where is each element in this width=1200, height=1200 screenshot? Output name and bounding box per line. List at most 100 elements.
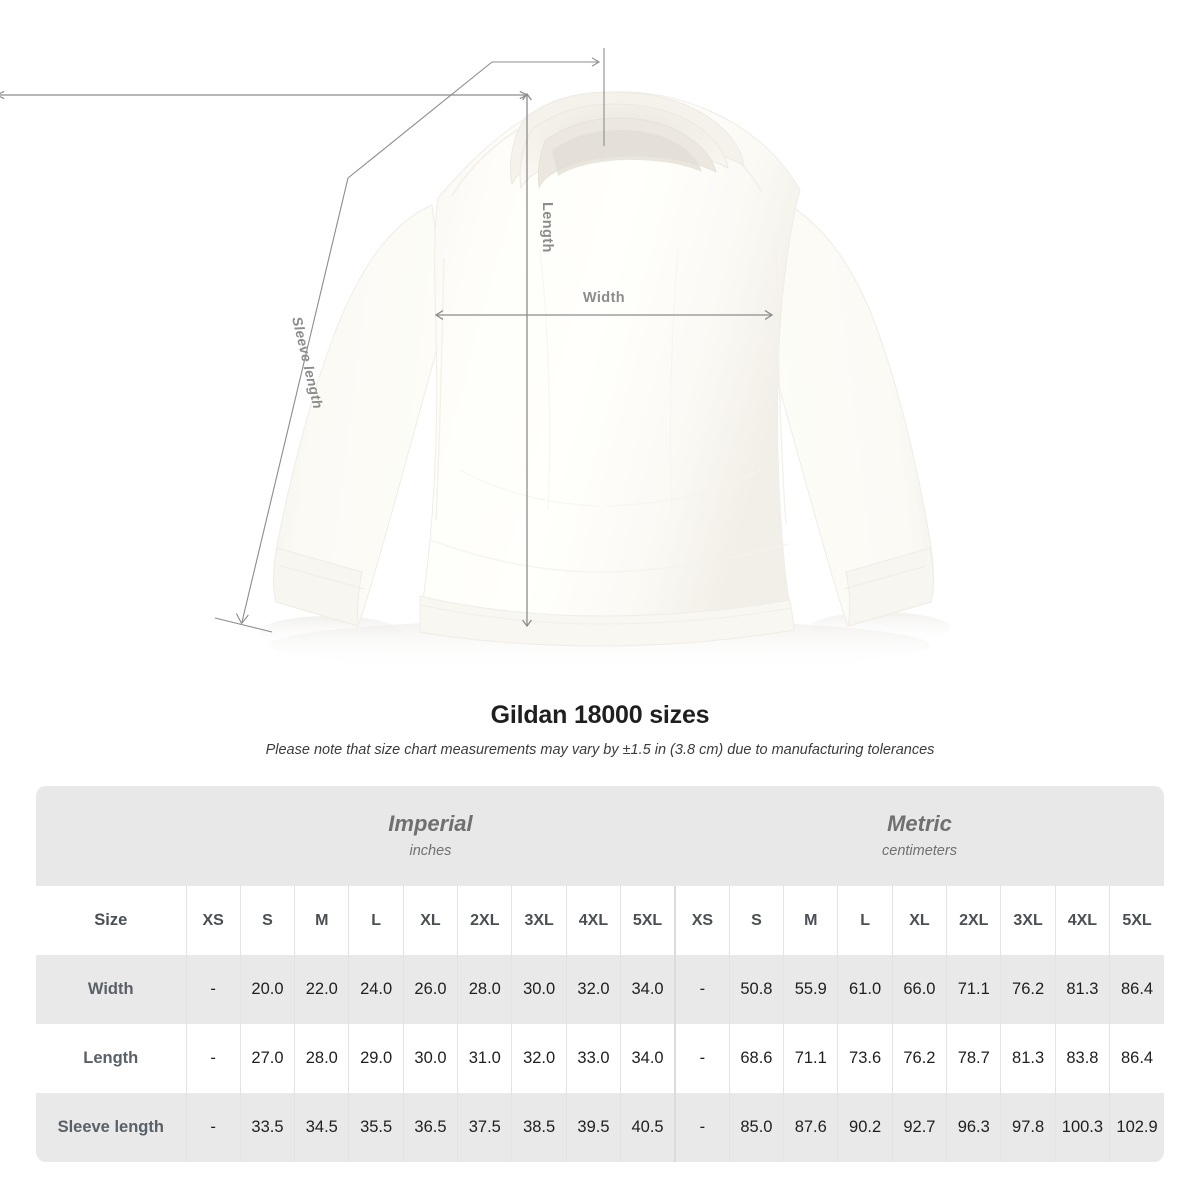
garment-illustration: Length Width Sleeve length: [0, 48, 950, 671]
table-row: Length -27.0 28.0 29.0 30.0 31.0 32.0 33.0 34.0-…: [36, 1024, 1164, 1093]
column-header-imperial-xl[interactable]: XL: [403, 886, 459, 955]
cell-length-imperial-2xl: 31.0: [457, 1024, 513, 1093]
page-title: Gildan 18000 sizes: [490, 701, 710, 729]
cell-length-metric-3xl: 81.3: [1000, 1024, 1056, 1093]
imperial-unit-name: Imperial: [388, 811, 473, 836]
cell-width-imperial-xs: -: [186, 955, 241, 1024]
column-header-metric-xs[interactable]: XS: [674, 886, 730, 955]
column-header-imperial-l[interactable]: L: [348, 886, 404, 955]
cell-width-imperial-xl: 26.0: [403, 955, 459, 1024]
size-header-row: Size XS S M L XL 2XL 3XL 4XL 5XL XS S M L XL 2XL 3XL 4XL 5…: [36, 886, 1164, 955]
unit-banner-spacer: [36, 786, 186, 886]
cell-width-metric-5xl: 86.4: [1109, 955, 1164, 1024]
cell-width-imperial-5xl: 34.0: [620, 955, 676, 1024]
table-row: Sleeve length -33.5 34.5 35.5 36.5 37.5 38.5 39…: [36, 1093, 1164, 1162]
cell-sleeve-length-imperial-xs: -: [186, 1093, 241, 1162]
cell-width-metric-m: 55.9: [783, 955, 839, 1024]
cell-sleeve-length-imperial-4xl: 39.5: [566, 1093, 622, 1162]
cell-length-imperial-xs: -: [186, 1024, 241, 1093]
column-header-metric-m[interactable]: M: [783, 886, 839, 955]
unit-banner-metric: Metric centimeters: [674, 786, 1164, 886]
table-row: Width -20.0 22.0 24.0 26.0 28.0 30.0 32.0 34.0-5…: [36, 955, 1164, 1024]
column-header-metric-xl[interactable]: XL: [892, 886, 948, 955]
imperial-unit-sub: inches: [409, 843, 452, 859]
unit-banner-imperial: Imperial inches: [186, 786, 675, 886]
cell-width-metric-l: 61.0: [837, 955, 893, 1024]
cell-sleeve-length-metric-s: 85.0: [729, 1093, 785, 1162]
shoulder-leader-lines: [347, 48, 605, 179]
title-block: Gildan 18000 sizes Please note that size…: [0, 698, 1200, 760]
cell-width-metric-4xl: 81.3: [1055, 955, 1111, 1024]
length-label: Length: [539, 202, 555, 253]
cell-width-imperial-s: 20.0: [240, 955, 296, 1024]
column-header-imperial-2xl[interactable]: 2XL: [457, 886, 513, 955]
row-label-length: Length: [36, 1024, 187, 1093]
column-header-metric-5xl[interactable]: 5XL: [1109, 886, 1164, 955]
cell-length-imperial-4xl: 33.0: [566, 1024, 622, 1093]
cell-sleeve-length-metric-2xl: 96.3: [946, 1093, 1002, 1162]
column-header-metric-3xl[interactable]: 3XL: [1000, 886, 1056, 955]
column-header-imperial-xs[interactable]: XS: [186, 886, 241, 955]
column-header-imperial-m[interactable]: M: [294, 886, 350, 955]
cell-length-imperial-xl: 30.0: [403, 1024, 459, 1093]
cell-length-imperial-3xl: 32.0: [511, 1024, 567, 1093]
cell-width-imperial-4xl: 32.0: [566, 955, 622, 1024]
cell-length-imperial-5xl: 34.0: [620, 1024, 676, 1093]
sleeve-measure-line: [214, 177, 349, 633]
cell-width-metric-xs: -: [674, 955, 730, 1024]
column-header-size: Size: [36, 886, 187, 955]
cell-width-imperial-2xl: 28.0: [457, 955, 513, 1024]
cell-width-imperial-m: 22.0: [294, 955, 350, 1024]
cell-width-metric-s: 50.8: [729, 955, 785, 1024]
cell-width-imperial-l: 24.0: [348, 955, 404, 1024]
cell-sleeve-length-metric-m: 87.6: [783, 1093, 839, 1162]
cell-sleeve-length-imperial-5xl: 40.5: [620, 1093, 676, 1162]
column-header-imperial-4xl[interactable]: 4XL: [566, 886, 622, 955]
cell-length-metric-s: 68.6: [729, 1024, 785, 1093]
unit-banner-row: Imperial inches Metric centimeters: [36, 786, 1164, 886]
column-header-imperial-s[interactable]: S: [240, 886, 296, 955]
cell-sleeve-length-imperial-s: 33.5: [240, 1093, 296, 1162]
cell-length-metric-xl: 76.2: [892, 1024, 948, 1093]
tolerance-note: Please note that size chart measurements…: [265, 742, 935, 758]
cell-length-imperial-m: 28.0: [294, 1024, 350, 1093]
cell-sleeve-length-imperial-3xl: 38.5: [511, 1093, 567, 1162]
sleeve-length-label: Sleeve length: [289, 315, 326, 410]
cell-sleeve-length-metric-4xl: 100.3: [1055, 1093, 1111, 1162]
cell-sleeve-length-imperial-l: 35.5: [348, 1093, 404, 1162]
width-label: Width: [583, 290, 625, 306]
cell-length-imperial-s: 27.0: [240, 1024, 296, 1093]
row-label-sleeve-length: Sleeve length: [36, 1093, 187, 1162]
cell-sleeve-length-imperial-m: 34.5: [294, 1093, 350, 1162]
metric-unit-name: Metric: [887, 811, 952, 836]
cell-length-metric-2xl: 78.7: [946, 1024, 1002, 1093]
cell-length-metric-l: 73.6: [837, 1024, 893, 1093]
size-chart-table: Imperial inches Metric centimeters Size XS S M L…: [36, 786, 1164, 1162]
cell-length-metric-xs: -: [674, 1024, 730, 1093]
length-measure-line: [0, 94, 532, 628]
column-header-metric-l[interactable]: L: [837, 886, 893, 955]
size-chart-table-wrapper: Imperial inches Metric centimeters Size XS S M L…: [36, 786, 1164, 1162]
cell-width-metric-xl: 66.0: [892, 955, 948, 1024]
cell-length-metric-m: 71.1: [783, 1024, 839, 1093]
cell-sleeve-length-imperial-xl: 36.5: [403, 1093, 459, 1162]
column-header-metric-s[interactable]: S: [729, 886, 785, 955]
cell-width-metric-2xl: 71.1: [946, 955, 1002, 1024]
column-header-imperial-3xl[interactable]: 3XL: [511, 886, 567, 955]
cell-sleeve-length-metric-5xl: 102.9: [1109, 1093, 1164, 1162]
column-header-metric-4xl[interactable]: 4XL: [1055, 886, 1111, 955]
column-header-metric-2xl[interactable]: 2XL: [946, 886, 1002, 955]
sweatshirt-diagram: Length Width Sleeve length: [0, 48, 950, 671]
width-measure-line: [434, 310, 774, 320]
cell-sleeve-length-metric-l: 90.2: [837, 1093, 893, 1162]
row-label-width: Width: [36, 955, 187, 1024]
metric-unit-sub: centimeters: [882, 843, 957, 859]
cell-sleeve-length-metric-xl: 92.7: [892, 1093, 948, 1162]
cell-width-metric-3xl: 76.2: [1000, 955, 1056, 1024]
column-header-imperial-5xl[interactable]: 5XL: [620, 886, 676, 955]
cell-length-metric-4xl: 83.8: [1055, 1024, 1111, 1093]
cell-sleeve-length-metric-xs: -: [674, 1093, 730, 1162]
cell-width-imperial-3xl: 30.0: [511, 955, 567, 1024]
cell-length-imperial-l: 29.0: [348, 1024, 404, 1093]
